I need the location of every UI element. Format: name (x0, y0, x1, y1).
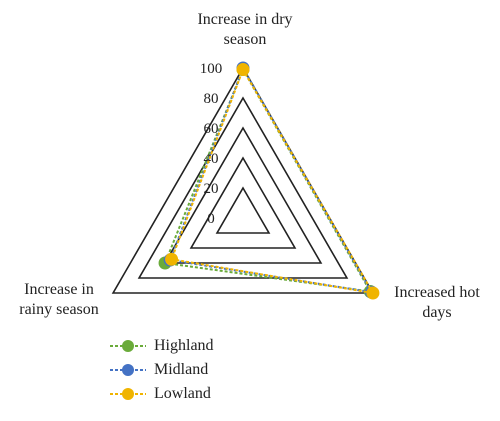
grid-ring-20 (215, 186, 271, 234)
grid-ring-80 (137, 96, 349, 279)
axis-label-rainy-season: Increase in rainy season (19, 281, 99, 318)
point-lowland-1 (366, 286, 380, 300)
legend: Highland Midland Lowland (110, 334, 214, 406)
legend-item-highland: Highland (110, 334, 214, 358)
axis-label-dry-season: Increase in dry season (197, 11, 293, 48)
grid-ring-40 (189, 156, 297, 249)
axis-label-hot-days: Increased hot days (394, 284, 480, 321)
legend-item-lowland: Lowland (110, 382, 214, 406)
point-lowland-0 (236, 63, 250, 76)
grid-ring-60 (163, 126, 323, 264)
tick-label-0: 0 (207, 211, 215, 227)
legend-item-midland: Midland (110, 358, 214, 382)
tick-label-80: 80 (204, 91, 219, 107)
legend-marker-lowland (110, 388, 146, 400)
tick-label-60: 60 (204, 121, 219, 137)
legend-marker-highland (110, 340, 146, 352)
point-lowland-2 (165, 252, 179, 266)
legend-label-lowland: Lowland (154, 385, 211, 402)
tick-label-20: 20 (204, 181, 219, 197)
legend-marker-midland (110, 364, 146, 376)
legend-label-midland: Midland (154, 361, 209, 378)
series-line-lowland (170, 67, 375, 295)
tick-label-100: 100 (200, 61, 223, 77)
legend-label-highland: Highland (154, 337, 214, 354)
grid-ring-100 (111, 66, 375, 294)
